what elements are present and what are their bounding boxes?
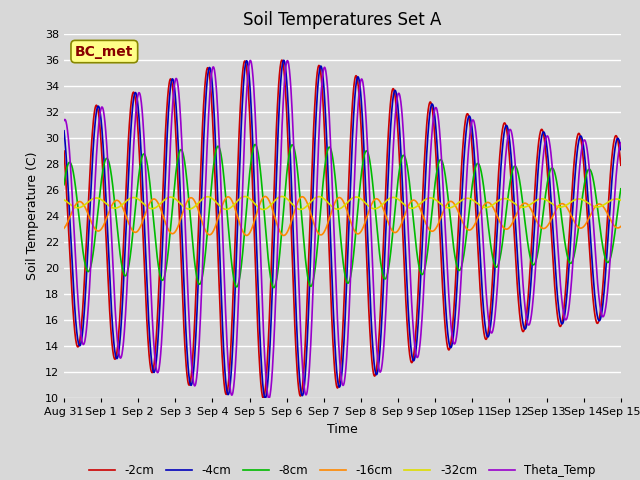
-8cm [429, 204, 436, 209]
-2cm [293, 362, 301, 368]
X-axis label: Time: Time [327, 423, 358, 436]
-32cm [520, 204, 528, 210]
Legend: -2cm, -4cm, -8cm, -16cm, -32cm, Theta_Temp: -2cm, -4cm, -8cm, -16cm, -32cm, Theta_Te… [84, 459, 600, 480]
-2cm [520, 327, 528, 333]
Line: -16cm: -16cm [64, 196, 621, 236]
Line: -4cm: -4cm [64, 60, 621, 398]
Text: BC_met: BC_met [75, 45, 134, 59]
-32cm [617, 197, 625, 203]
-2cm [617, 162, 625, 168]
Theta_Temp [265, 396, 273, 401]
Theta_Temp [60, 118, 68, 123]
-8cm [520, 212, 528, 217]
-16cm [520, 201, 528, 206]
-4cm [60, 128, 68, 133]
-16cm [293, 202, 301, 207]
-4cm [261, 396, 269, 401]
-32cm [568, 198, 576, 204]
-16cm [429, 228, 436, 234]
-4cm [429, 101, 436, 107]
-32cm [183, 206, 191, 212]
-4cm [293, 325, 301, 331]
-16cm [60, 226, 68, 231]
Theta_Temp [246, 58, 254, 63]
-8cm [617, 186, 625, 192]
Line: Theta_Temp: Theta_Temp [64, 60, 621, 398]
-8cm [568, 259, 576, 265]
-2cm [568, 187, 576, 192]
-16cm [280, 233, 287, 239]
-8cm [269, 285, 277, 290]
-2cm [280, 61, 287, 67]
Theta_Temp [568, 271, 576, 276]
-32cm [429, 195, 436, 201]
Line: -32cm: -32cm [64, 196, 621, 209]
-16cm [568, 215, 576, 220]
Theta_Temp [617, 140, 625, 146]
-8cm [280, 210, 287, 216]
-32cm [60, 197, 68, 203]
Theta_Temp [429, 124, 436, 130]
-2cm [60, 148, 68, 154]
Line: -8cm: -8cm [64, 144, 621, 288]
-16cm [617, 224, 625, 229]
-2cm [260, 396, 268, 401]
-4cm [279, 59, 287, 65]
Line: -2cm: -2cm [64, 60, 621, 398]
-16cm [183, 199, 191, 204]
-4cm [520, 325, 528, 331]
Y-axis label: Soil Temperature (C): Soil Temperature (C) [26, 152, 39, 280]
-8cm [293, 162, 301, 168]
-4cm [183, 347, 191, 353]
Theta_Temp [183, 267, 191, 273]
-4cm [617, 147, 625, 153]
-4cm [568, 216, 576, 222]
-4cm [280, 58, 287, 63]
-2cm [183, 372, 191, 377]
-32cm [293, 205, 301, 211]
Theta_Temp [280, 99, 287, 105]
Theta_Temp [520, 295, 528, 301]
Theta_Temp [293, 227, 301, 233]
-8cm [183, 178, 191, 184]
-8cm [251, 142, 259, 147]
-16cm [261, 193, 269, 199]
-16cm [279, 232, 287, 238]
-32cm [280, 194, 287, 200]
-32cm [278, 193, 285, 199]
-2cm [429, 108, 436, 114]
Title: Soil Temperatures Set A: Soil Temperatures Set A [243, 11, 442, 29]
-8cm [60, 182, 68, 188]
-32cm [260, 206, 268, 212]
-2cm [278, 57, 285, 63]
